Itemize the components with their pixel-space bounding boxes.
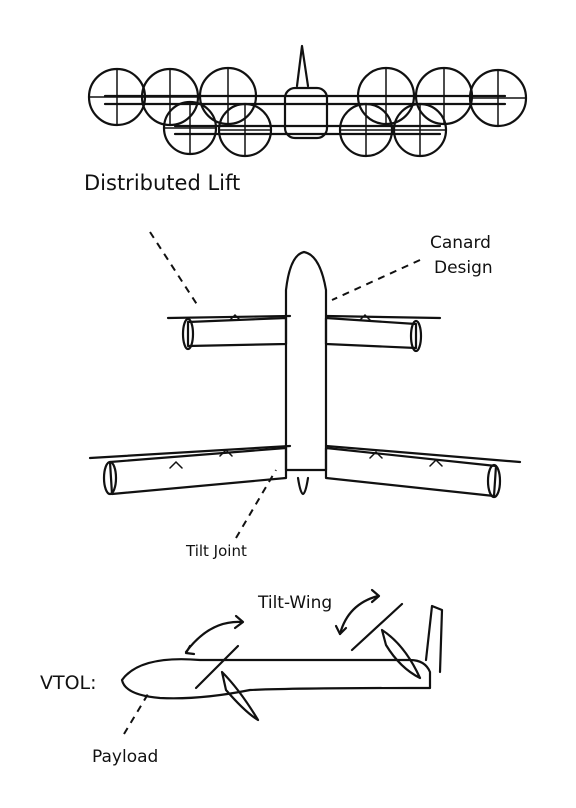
rotor-upper-5 bbox=[414, 66, 474, 126]
rotor-lower-4 bbox=[392, 102, 448, 158]
rotor-lower-3 bbox=[338, 102, 394, 158]
canard-leader bbox=[331, 259, 421, 301]
rotor-upper-3 bbox=[198, 66, 258, 126]
tilt-joint-leader bbox=[235, 469, 277, 539]
distributed-lift-label: Distributed Lift bbox=[84, 171, 240, 195]
front-view-drawing bbox=[87, 44, 528, 158]
rotor-upper-1 bbox=[87, 67, 147, 127]
canard-label-line1: Canard bbox=[430, 233, 491, 253]
tilt-wing-label: Tilt-Wing bbox=[257, 593, 332, 613]
rotor-upper-6 bbox=[468, 68, 528, 128]
canard-label-line2: Design bbox=[434, 258, 493, 278]
vtol-label: VTOL: bbox=[40, 672, 97, 694]
distributed-lift-leader bbox=[149, 231, 199, 307]
rotor-lower-1 bbox=[162, 100, 218, 156]
rotor-upper-2 bbox=[140, 67, 200, 127]
payload-label: Payload bbox=[92, 747, 158, 767]
rotor-lower-2 bbox=[217, 102, 273, 158]
top-view-drawing bbox=[88, 250, 522, 499]
payload-leader bbox=[123, 693, 149, 735]
side-view-drawing bbox=[120, 588, 444, 722]
tilt-joint-label: Tilt Joint bbox=[185, 542, 247, 560]
